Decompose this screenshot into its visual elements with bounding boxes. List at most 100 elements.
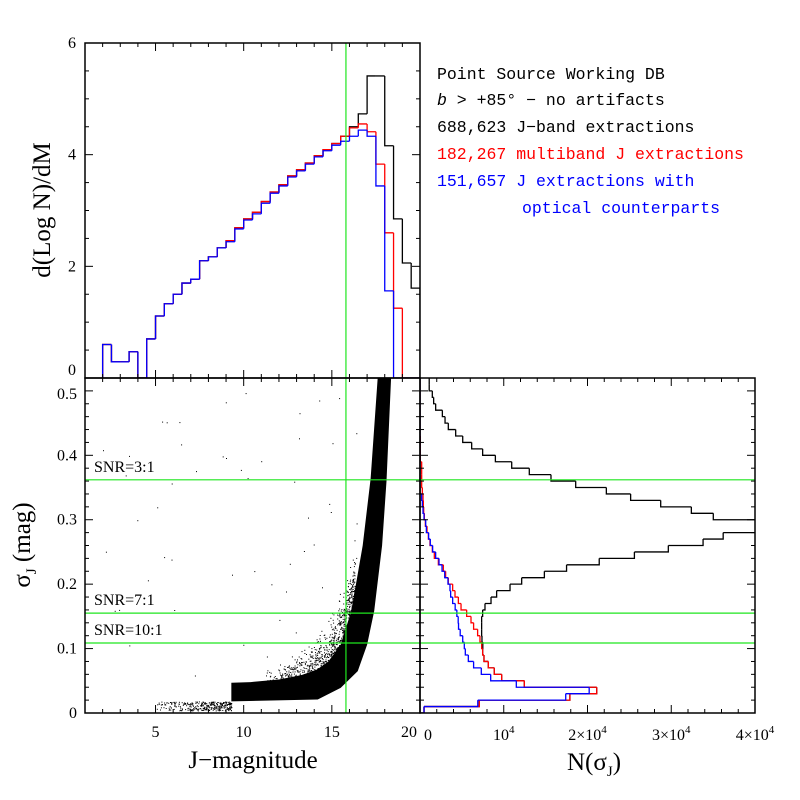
scatter-point — [212, 702, 214, 703]
hist-bin-black — [494, 455, 512, 463]
scatter-point — [346, 600, 348, 602]
scatter-point — [174, 610, 176, 611]
hist-bin-blue — [454, 603, 457, 611]
scatter-point — [321, 658, 323, 659]
scatter-point — [302, 669, 304, 671]
top-y-tick-label: 4 — [68, 147, 76, 164]
scatter-marks — [103, 378, 392, 712]
right-x-tick-label: 3×104 — [652, 724, 691, 744]
top-y-tick-label: 6 — [68, 35, 76, 52]
scatter-point — [173, 701, 175, 703]
hist-bin-black — [772, 520, 789, 526]
scatter-point — [201, 710, 203, 711]
scatter-point — [330, 512, 332, 513]
scatter-point — [336, 639, 338, 641]
scatter-point — [288, 677, 290, 679]
scatter-point — [332, 640, 334, 642]
hist-bin-red — [472, 622, 478, 630]
scatter-point — [181, 710, 183, 712]
scatter-point — [329, 641, 330, 643]
scatter-point — [314, 660, 316, 662]
hist-bin-black — [331, 142, 341, 150]
scatter-point — [347, 617, 349, 619]
scatter-point — [204, 703, 206, 704]
scatter-point — [326, 649, 328, 651]
scatter-point — [351, 597, 353, 599]
hist-bin-blue — [450, 590, 453, 598]
scatter-point — [214, 707, 216, 709]
hist-bin-blue — [424, 700, 479, 708]
scatter-point — [294, 659, 296, 661]
scatter-point — [214, 706, 216, 708]
scatter-point — [348, 602, 350, 604]
scatter-point — [330, 651, 332, 653]
hist-bin-blue — [357, 129, 368, 137]
scatter-point — [323, 662, 325, 664]
scatter-point — [325, 646, 327, 648]
scatter-point — [211, 707, 213, 709]
scatter-point — [223, 705, 225, 707]
hist-bin-red — [479, 693, 571, 701]
hist-bin-blue — [392, 290, 403, 378]
scatter-point — [347, 591, 349, 593]
scatter-point — [202, 701, 204, 703]
scatter-point — [208, 702, 210, 704]
scatter-point — [347, 600, 349, 602]
hist-bin-blue — [463, 642, 466, 650]
hist-bin-black — [471, 442, 483, 450]
scatter-point — [185, 703, 187, 705]
scatter-point — [340, 641, 342, 643]
scatter-point — [187, 707, 189, 709]
scatter-point — [322, 664, 324, 666]
hist-bin-blue — [366, 130, 376, 137]
snr-label: SNR=7:1 — [94, 592, 155, 609]
scatter-point — [289, 667, 291, 669]
scatter-point — [349, 594, 351, 595]
scatter-point — [350, 592, 351, 594]
scatter-point — [198, 708, 200, 710]
hist-bin-black — [511, 461, 530, 469]
scatter-point — [166, 702, 168, 704]
scatter-point — [266, 672, 268, 674]
scatter-point — [330, 617, 332, 619]
scatter-point — [310, 660, 312, 662]
scatter-point — [304, 662, 306, 664]
scatter-point — [212, 703, 214, 705]
scatter-point — [325, 638, 327, 640]
scatter-point — [332, 443, 334, 445]
scatter-point — [329, 655, 331, 657]
scatter-point — [339, 631, 341, 633]
scatter-point — [354, 578, 356, 580]
tick-mantissa: 0 — [424, 727, 432, 744]
hist-bin-black — [216, 247, 227, 257]
scatter-point — [352, 580, 354, 582]
right-histogram-marks — [420, 378, 789, 713]
n-sigma-close: ) — [613, 749, 621, 776]
scatter-point — [351, 587, 353, 589]
scatter-point — [174, 702, 175, 704]
tick-labels: SNR=3:1 SNR=7:1 SNR=10:1 0 2 4 6 0 0.1 0.2 0.3 0.4 0… — [57, 35, 775, 744]
tick-mantissa: 10 — [493, 727, 509, 744]
scatter-point — [334, 646, 336, 648]
scatter-point — [329, 636, 331, 638]
scatter-point — [309, 654, 311, 656]
scatter-point — [160, 707, 162, 709]
scatter-point — [338, 620, 340, 622]
scatter-point — [343, 633, 345, 635]
scatter-point — [334, 651, 336, 653]
scatter-point — [331, 633, 333, 635]
hist-bin-black — [493, 667, 502, 675]
scatter-point — [129, 455, 130, 457]
scatter-point — [324, 663, 326, 665]
scatter-point — [333, 629, 335, 631]
hist-bin-red — [375, 131, 385, 165]
scatter-point — [309, 664, 311, 666]
scatter-point — [316, 659, 317, 661]
scatter-point — [339, 636, 341, 638]
scatter-point — [279, 672, 281, 674]
hist-bin-blue — [480, 667, 491, 675]
scatter-point — [198, 703, 200, 705]
scatter-point — [352, 598, 354, 600]
scatter-point — [290, 675, 292, 677]
scatter-point — [297, 664, 299, 666]
